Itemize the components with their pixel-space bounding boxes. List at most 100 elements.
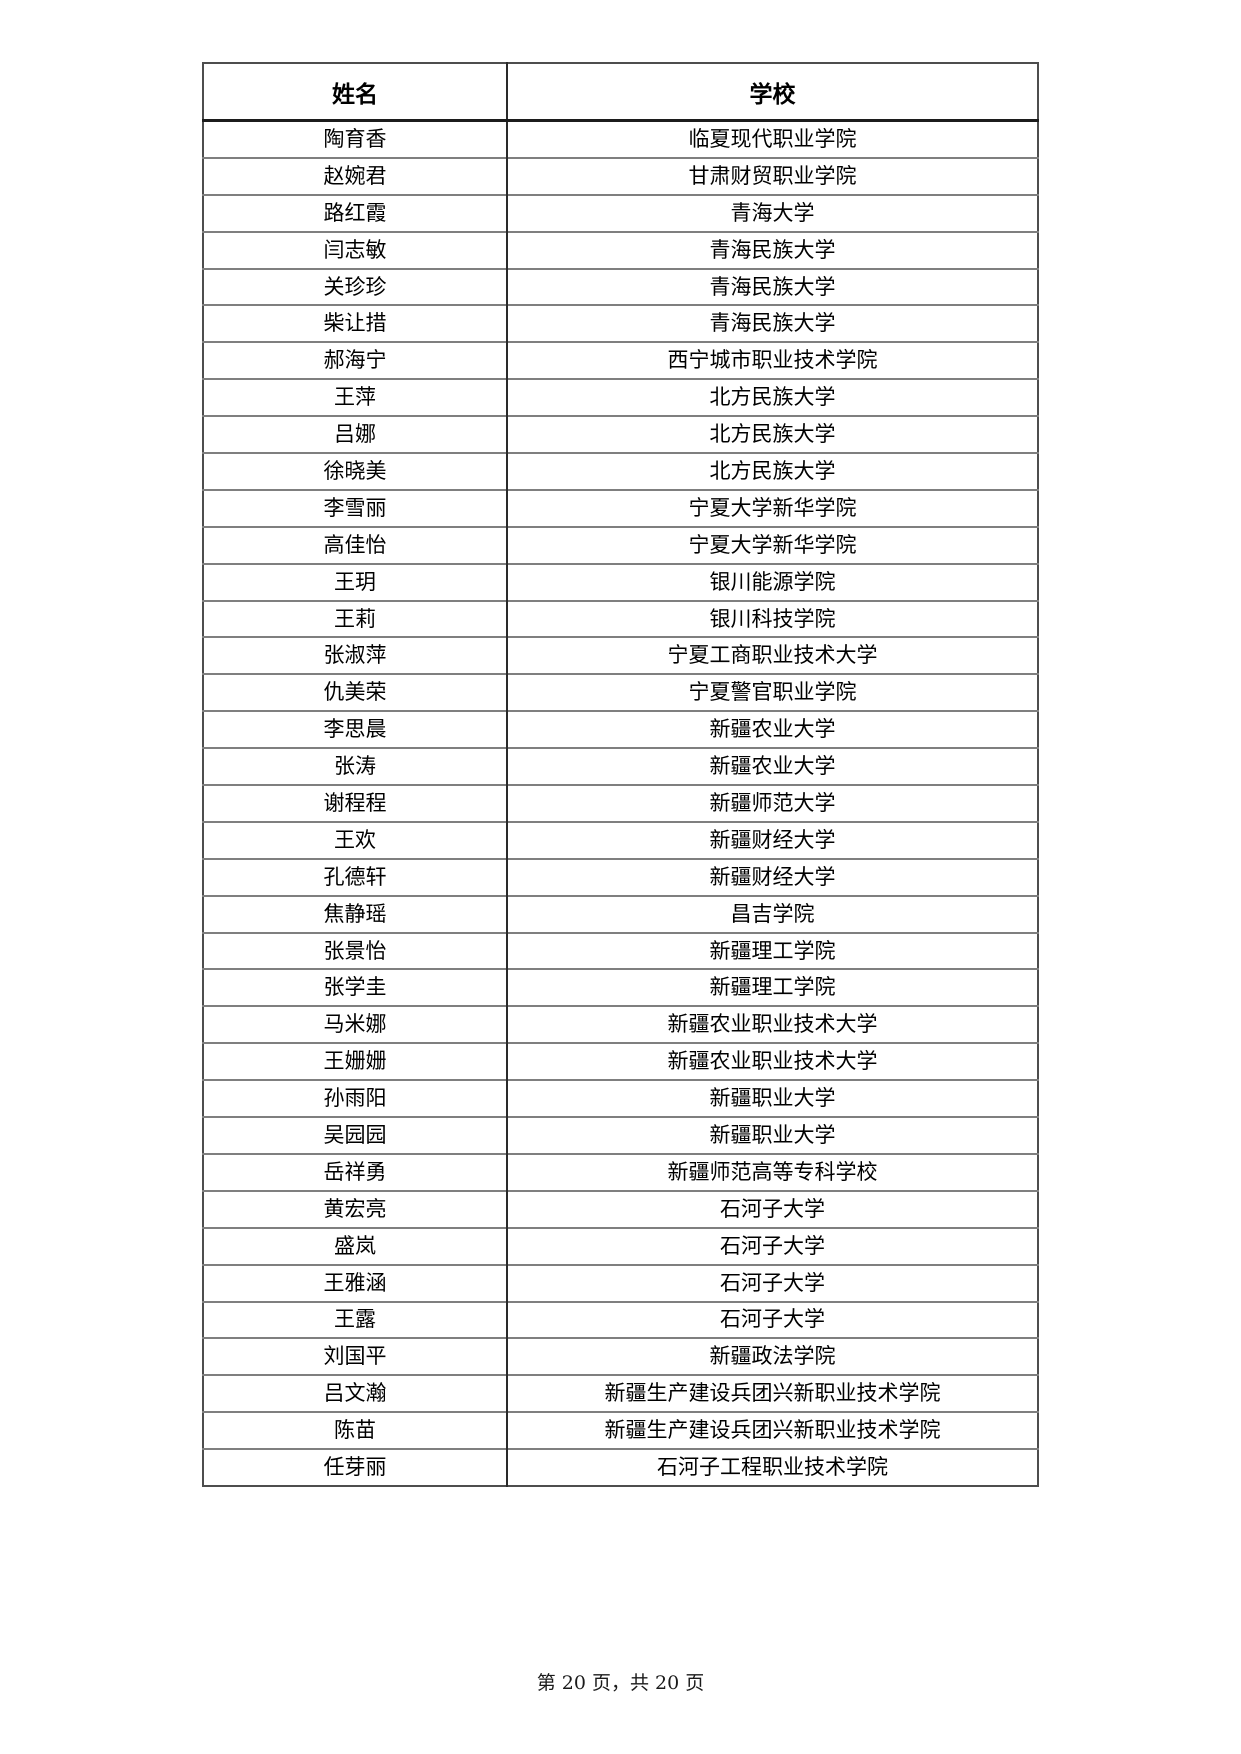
table-row: 王姗姗 新疆农业职业技术大学 [203,1042,1038,1081]
name-cell: 路红霞 [203,193,508,232]
table-header: 姓名 学校 [203,63,1038,122]
name-cell: 柴让措 [203,304,508,343]
table-row: 张涛 新疆农业大学 [203,747,1038,786]
table-row: 关珍珍 青海民族大学 [203,267,1038,306]
school-cell: 宁夏工商职业技术大学 [507,636,1038,675]
table-row: 黄宏亮 石河子大学 [203,1189,1038,1228]
school-cell: 甘肃财贸职业学院 [507,156,1038,195]
table-row: 陈苗 新疆生产建设兵团兴新职业技术学院 [203,1411,1038,1450]
name-cell: 刘国平 [203,1337,508,1376]
name-school-table: 姓名 学校 陶育香 临夏现代职业学院 赵婉君 甘肃财贸职业学院 路红霞 青海大学… [202,62,1039,1487]
school-cell: 宁夏大学新华学院 [507,525,1038,564]
table-body: 陶育香 临夏现代职业学院 赵婉君 甘肃财贸职业学院 路红霞 青海大学 闫志敏 青… [203,119,1038,1486]
name-cell: 王雅涵 [203,1263,508,1302]
table-row: 谢程程 新疆师范大学 [203,784,1038,822]
school-cell: 新疆理工学院 [507,968,1038,1007]
table-row: 赵婉君 甘肃财贸职业学院 [203,156,1038,195]
school-cell: 新疆师范大学 [507,784,1038,822]
name-cell: 王莉 [203,599,508,638]
name-cell: 吕文瀚 [203,1374,508,1413]
school-cell: 新疆职业大学 [507,1079,1038,1118]
school-cell: 西宁城市职业技术学院 [507,341,1038,380]
school-cell: 新疆农业职业技术大学 [507,1005,1038,1044]
school-cell: 石河子工程职业技术学院 [507,1448,1038,1486]
table-row: 路红霞 青海大学 [203,193,1038,232]
page-number-indicator: 第 20 页，共 20 页 [536,1672,705,1694]
name-cell: 高佳怡 [203,525,508,564]
table-row: 张淑萍 宁夏工商职业技术大学 [203,636,1038,675]
name-cell: 徐晓美 [203,452,508,490]
school-cell: 新疆职业大学 [507,1116,1038,1154]
name-cell: 谢程程 [203,784,508,822]
table-row: 郝海宁 西宁城市职业技术学院 [203,341,1038,380]
table-row: 岳祥勇 新疆师范高等专科学校 [203,1152,1038,1191]
table-row: 柴让措 青海民族大学 [203,304,1038,343]
table-row: 焦静瑶 昌吉学院 [203,894,1038,933]
header-cell-school: 学校 [507,63,1038,122]
school-cell: 宁夏大学新华学院 [507,488,1038,527]
table-row: 张景怡 新疆理工学院 [203,931,1038,970]
school-cell: 石河子大学 [507,1300,1038,1339]
table-row: 吕文瀚 新疆生产建设兵团兴新职业技术学院 [203,1374,1038,1413]
name-cell: 李雪丽 [203,488,508,527]
school-cell: 新疆理工学院 [507,931,1038,970]
table-row: 王欢 新疆财经大学 [203,820,1038,859]
name-cell: 赵婉君 [203,156,508,195]
school-cell: 临夏现代职业学院 [507,119,1038,158]
name-cell: 焦静瑶 [203,894,508,933]
name-cell: 王萍 [203,378,508,417]
school-cell: 北方民族大学 [507,415,1038,454]
school-cell: 石河子大学 [507,1189,1038,1228]
table-row: 闫志敏 青海民族大学 [203,230,1038,269]
name-cell: 闫志敏 [203,230,508,269]
name-cell: 任芽丽 [203,1448,508,1486]
table-row: 徐晓美 北方民族大学 [203,452,1038,490]
table-row: 吕娜 北方民族大学 [203,415,1038,454]
table-row: 王萍 北方民族大学 [203,378,1038,417]
school-cell: 新疆财经大学 [507,857,1038,896]
name-cell: 陈苗 [203,1411,508,1450]
table-row: 李雪丽 宁夏大学新华学院 [203,488,1038,527]
name-cell: 陶育香 [203,119,508,158]
name-cell: 王欢 [203,820,508,859]
name-cell: 吴园园 [203,1116,508,1154]
table-row: 王莉 银川科技学院 [203,599,1038,638]
table-row: 马米娜 新疆农业职业技术大学 [203,1005,1038,1044]
header-row: 姓名 学校 [203,63,1038,122]
name-cell: 关珍珍 [203,267,508,306]
school-cell: 青海民族大学 [507,304,1038,343]
school-cell: 新疆财经大学 [507,820,1038,859]
school-cell: 新疆生产建设兵团兴新职业技术学院 [507,1411,1038,1450]
table-row: 刘国平 新疆政法学院 [203,1337,1038,1376]
name-cell: 王露 [203,1300,508,1339]
name-cell: 郝海宁 [203,341,508,380]
name-cell: 孙雨阳 [203,1079,508,1118]
school-cell: 新疆政法学院 [507,1337,1038,1376]
table-row: 陶育香 临夏现代职业学院 [203,119,1038,158]
table-row: 王露 石河子大学 [203,1300,1038,1339]
name-cell: 王姗姗 [203,1042,508,1081]
name-cell: 张涛 [203,747,508,786]
table-row: 吴园园 新疆职业大学 [203,1116,1038,1154]
table-row: 仇美荣 宁夏警官职业学院 [203,673,1038,712]
name-cell: 李思晨 [203,710,508,749]
name-cell: 张淑萍 [203,636,508,675]
table-row: 孔德轩 新疆财经大学 [203,857,1038,896]
name-cell: 马米娜 [203,1005,508,1044]
school-cell: 新疆师范高等专科学校 [507,1152,1038,1191]
name-cell: 孔德轩 [203,857,508,896]
name-cell: 王玥 [203,562,508,601]
school-cell: 新疆生产建设兵团兴新职业技术学院 [507,1374,1038,1413]
table-row: 任芽丽 石河子工程职业技术学院 [203,1448,1038,1486]
school-cell: 石河子大学 [507,1226,1038,1265]
header-cell-name: 姓名 [203,63,508,122]
school-cell: 新疆农业大学 [507,747,1038,786]
school-cell: 北方民族大学 [507,452,1038,490]
school-cell: 昌吉学院 [507,894,1038,933]
table-row: 王雅涵 石河子大学 [203,1263,1038,1302]
name-cell: 岳祥勇 [203,1152,508,1191]
table-row: 李思晨 新疆农业大学 [203,710,1038,749]
table-row: 孙雨阳 新疆职业大学 [203,1079,1038,1118]
name-cell: 黄宏亮 [203,1189,508,1228]
